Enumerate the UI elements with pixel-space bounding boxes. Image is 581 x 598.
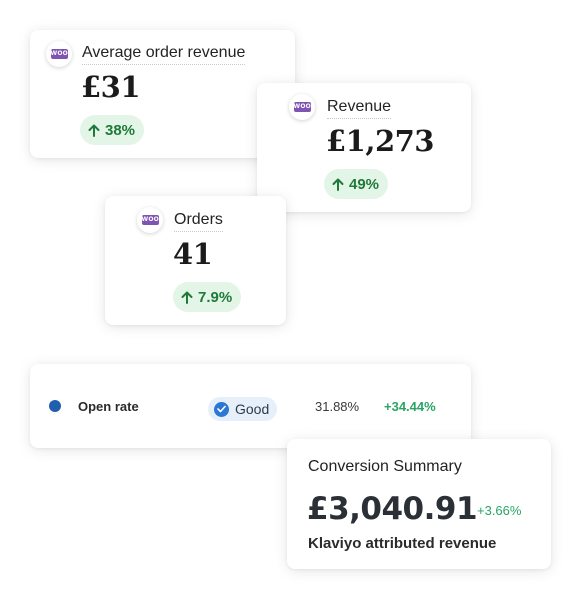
metric-label: Revenue	[327, 98, 392, 119]
status-badge: Good	[208, 397, 278, 421]
metric-value: £1,273	[326, 124, 435, 158]
metric-label: Average order revenue	[82, 44, 246, 65]
change-badge: 7.9%	[173, 282, 242, 312]
change-value: 49%	[349, 175, 380, 193]
conversion-summary-change: +3.66%	[477, 503, 522, 518]
metric-label: Orders	[174, 211, 223, 232]
open-rate-row-card: Open rate Good 31.88% +34.44%	[30, 364, 471, 448]
metric-value: 41	[173, 237, 213, 271]
open-rate-change: +34.44%	[384, 399, 436, 414]
open-rate-label: Open rate	[78, 399, 139, 414]
metric-value: £31	[81, 70, 141, 104]
woocommerce-logo-icon: WOO	[137, 207, 163, 233]
woocommerce-logo-icon: WOO	[289, 94, 315, 120]
arrow-up-icon	[332, 178, 344, 191]
conversion-summary-value: £3,040.91	[307, 491, 478, 527]
change-value: 7.9%	[198, 288, 233, 306]
open-rate-dot	[49, 400, 61, 412]
woocommerce-logo-icon: WOO	[46, 41, 72, 67]
revenue-card: WOO Revenue £1,273 49%	[257, 83, 471, 212]
check-circle-icon	[214, 401, 229, 417]
orders-card: WOO Orders 41 7.9%	[105, 196, 286, 325]
conversion-summary-caption: Klaviyo attributed revenue	[308, 535, 497, 552]
average-order-revenue-card: WOO Average order revenue £31 38%	[30, 30, 295, 158]
arrow-up-icon	[181, 291, 193, 304]
change-badge: 49%	[324, 169, 389, 199]
status-label: Good	[235, 401, 270, 417]
conversion-summary-title: Conversion Summary	[308, 458, 462, 475]
arrow-up-icon	[88, 124, 100, 137]
change-badge: 38%	[80, 115, 145, 145]
open-rate-value: 31.88%	[315, 399, 360, 414]
conversion-summary-card: Conversion Summary £3,040.91 +3.66% Klav…	[287, 439, 551, 569]
change-value: 38%	[105, 121, 136, 139]
